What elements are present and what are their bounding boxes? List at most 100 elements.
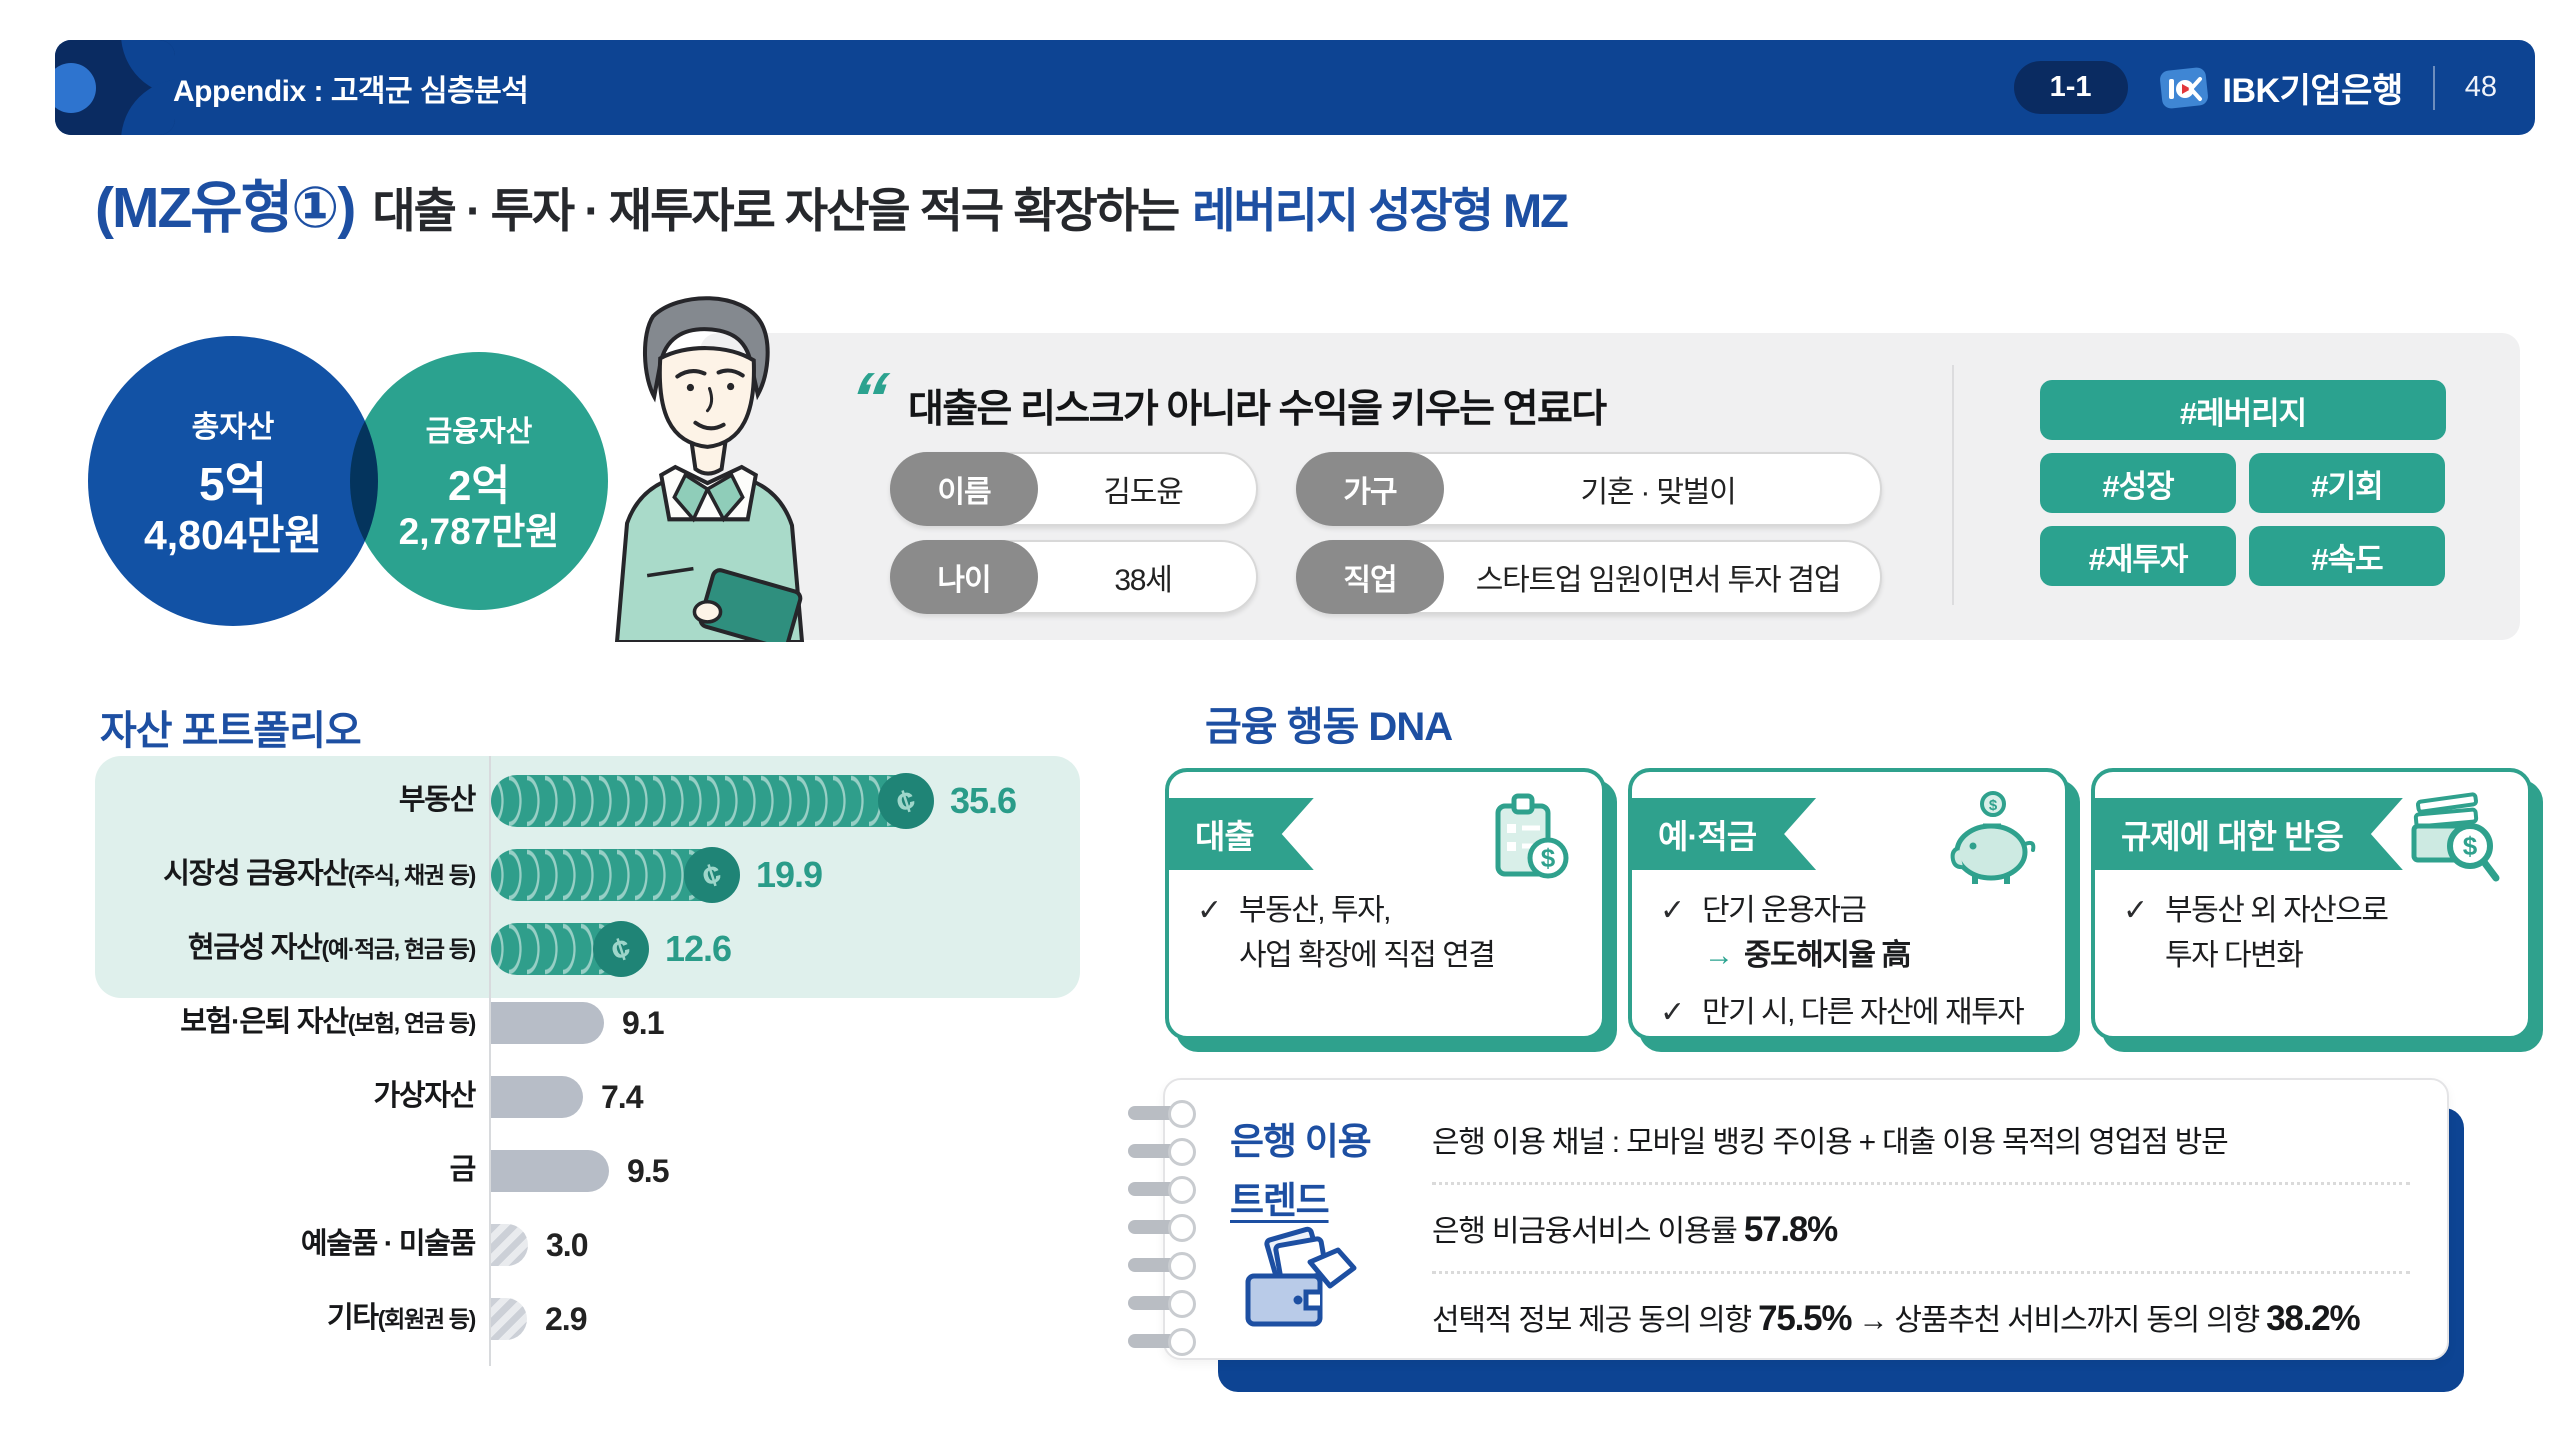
chart-bar xyxy=(491,1298,527,1340)
financial-asset-value-2: 2,787만원 xyxy=(398,510,560,552)
header-decoration xyxy=(55,40,175,135)
top-bar: Appendix : 고객군 심층분석 1-1 IBK기업은행 48 xyxy=(55,40,2535,135)
field-label: 이름 xyxy=(890,452,1038,526)
spiral-ring xyxy=(1128,1100,1198,1128)
brand-name: IBK기업은행 xyxy=(2222,72,2404,110)
total-asset-circle: 총자산 5억 4,804만원 xyxy=(88,336,378,626)
financial-asset-value-1: 2억 xyxy=(448,461,510,509)
title-middle: 대출 · 투자 · 재투자로 자산을 적극 확장하는 xyxy=(372,184,1180,237)
chart-bar-value: 35.6 xyxy=(950,780,1017,821)
title-prefix: (MZ유형①) xyxy=(95,176,356,240)
spiral-ring xyxy=(1128,1138,1198,1166)
svg-text:$: $ xyxy=(1989,797,1998,814)
field-label: 가구 xyxy=(1296,452,1444,526)
total-asset-value-1: 5억 xyxy=(199,457,267,510)
total-asset-label: 총자산 xyxy=(191,410,275,444)
hashtag: #성장 xyxy=(2040,453,2236,513)
trend-title-line1: 은행 이용 xyxy=(1230,1121,1372,1162)
dna-card-ribbon: 대출 xyxy=(1165,798,1314,870)
dna-bullet: 부동산, 투자, 사업 확장에 직접 연결 xyxy=(1197,888,1588,978)
chart-row: 시장성 금융자산(주식, 채권 등) 19.9 xyxy=(95,838,1105,912)
chart-bar-value: 2.9 xyxy=(545,1300,587,1337)
chart-row: 보험·은퇴 자산(보험, 연금 등) 9.1 xyxy=(95,986,1105,1060)
dna-bullet-line: 사업 확장에 직접 연결 xyxy=(1239,939,1496,972)
dna-bullet-line: 부동산, 투자, xyxy=(1197,888,1588,933)
dna-card-ribbon: 규제에 대한 반응 xyxy=(2091,798,2403,870)
spiral-ring xyxy=(1128,1214,1198,1242)
wallet-icon xyxy=(1245,1226,1357,1327)
field-label: 직업 xyxy=(1296,540,1444,614)
dna-card-ribbon: 예·적금 xyxy=(1628,798,1816,870)
trend-row: 선택적 정보 제공 동의 의향 75.5% → 상품추천 서비스까지 동의 의향… xyxy=(1432,1299,2361,1338)
field-value: 스타트업 임원이면서 투자 겸업 xyxy=(1475,564,1842,597)
clipboard-dollar-icon: $ xyxy=(1476,788,1580,892)
chart-row-sublabel: (예·적금, 현금 등) xyxy=(321,936,476,963)
chart-bar xyxy=(491,1224,528,1266)
chart-row: 기타(회원권 등) 2.9 xyxy=(95,1282,1105,1356)
dna-bullet: 만기 시, 다른 자산에 재투자 xyxy=(1660,990,2051,1035)
section-badge: 1-1 xyxy=(2013,61,2128,114)
trend-title-line2: 트렌드 xyxy=(1230,1180,1330,1222)
dna-bullet-line: 투자 다변화 xyxy=(2165,939,2304,972)
financial-asset-label: 금융자산 xyxy=(425,415,533,448)
svg-text:$: $ xyxy=(2463,831,2478,861)
chart-row: 예술품 · 미술품 3.0 xyxy=(95,1208,1105,1282)
chart-row-label: 가상자산 xyxy=(373,1080,476,1113)
profile-field: 이름 김도윤 xyxy=(890,452,1258,526)
financial-asset-circle xyxy=(350,352,608,610)
profile-fields: 이름 김도윤 가구 기혼 · 맞벌이 나이 38세 직업 스타트업 임원이면서 투자 겸업 xyxy=(890,452,1882,614)
asset-portfolio-chart: 부동산 35.6 시장성 금융자산(주식, 채권 등) 19.9 현금성 자산(예·적금… xyxy=(95,756,1105,1366)
chart-bar xyxy=(491,773,934,829)
svg-text:$: $ xyxy=(1541,843,1556,873)
breadcrumb: Appendix : 고객군 심층분석 xyxy=(173,74,529,108)
profile-field: 가구 기혼 · 맞벌이 xyxy=(1296,452,1882,526)
profile-divider xyxy=(1952,365,1954,605)
chart-row: 현금성 자산(예·적금, 현금 등) 12.6 xyxy=(95,912,1105,986)
chart-row: 가상자산 7.4 xyxy=(95,1060,1105,1134)
field-value: 기혼 · 맞벌이 xyxy=(1580,476,1736,509)
chart-row-label: 기타(회원권 등) xyxy=(326,1302,476,1335)
dna-bullet-line: 중도해지율 高 xyxy=(1660,933,2051,978)
trend-card xyxy=(1163,1078,2449,1360)
trend-separator xyxy=(1432,1182,2410,1185)
chart-bar-value: 7.4 xyxy=(601,1078,643,1115)
hashtag: #기회 xyxy=(2249,453,2445,513)
money-search-icon: $ xyxy=(2402,788,2506,892)
piggy-bank-icon: $ xyxy=(1939,788,2043,892)
profile-field: 직업 스타트업 임원이면서 투자 겸업 xyxy=(1296,540,1882,614)
persona-quote: 대출은 리스크가 아니라 수익을 키우는 연료다 xyxy=(908,388,1607,431)
chart-axis-line xyxy=(489,756,491,1366)
chart-row: 금 9.5 xyxy=(95,1134,1105,1208)
field-value: 38세 xyxy=(1114,564,1173,597)
dna-card: 대출 $ 부동산, 투자, 사업 확장에 직접 연결 xyxy=(1165,768,1606,1040)
dna-bullet-line: 부동산 외 자산으로 xyxy=(2123,888,2514,933)
chart-bar xyxy=(491,1076,583,1118)
chart-row-label: 시장성 금융자산(주식, 채권 등) xyxy=(163,858,476,891)
chart-bar xyxy=(491,1002,604,1044)
spiral-ring xyxy=(1128,1176,1198,1204)
chart-bar-value: 9.5 xyxy=(627,1152,669,1189)
chart-title: 자산 포트폴리오 xyxy=(100,709,362,753)
chart-row-label: 부동산 xyxy=(398,784,476,817)
total-asset-value-2: 4,804만원 xyxy=(143,511,323,558)
dna-bullet-line: 단기 운용자금 xyxy=(1660,888,2051,933)
trend-row: 은행 비금융서비스 이용률 57.8% xyxy=(1432,1210,1838,1249)
field-value: 김도윤 xyxy=(1103,476,1183,509)
brand-lockup: IBK기업은행 xyxy=(2158,63,2403,112)
dna-cards: 대출 $ 부동산, 투자, 사업 확장에 직접 연결 예·적금 $ 단기 운용자금중… xyxy=(1165,768,2532,1040)
trend-rows: 은행 이용 채널 : 모바일 뱅킹 주이용 + 대출 이용 목적의 영업점 방문… xyxy=(1432,1096,2410,1360)
chart-rows: 부동산 35.6 시장성 금융자산(주식, 채권 등) 19.9 현금성 자산(예·적금… xyxy=(95,764,1105,1356)
financial-asset-circle-text: 금융자산 2억 2,787만원 xyxy=(350,352,608,610)
chart-row: 부동산 35.6 xyxy=(95,764,1105,838)
chart-bar-value: 9.1 xyxy=(622,1004,664,1041)
trend-separator xyxy=(1432,1271,2410,1274)
spiral-ring xyxy=(1128,1328,1198,1356)
chart-row-label: 현금성 자산(예·적금, 현금 등) xyxy=(187,932,476,965)
coin-icon xyxy=(593,921,649,977)
